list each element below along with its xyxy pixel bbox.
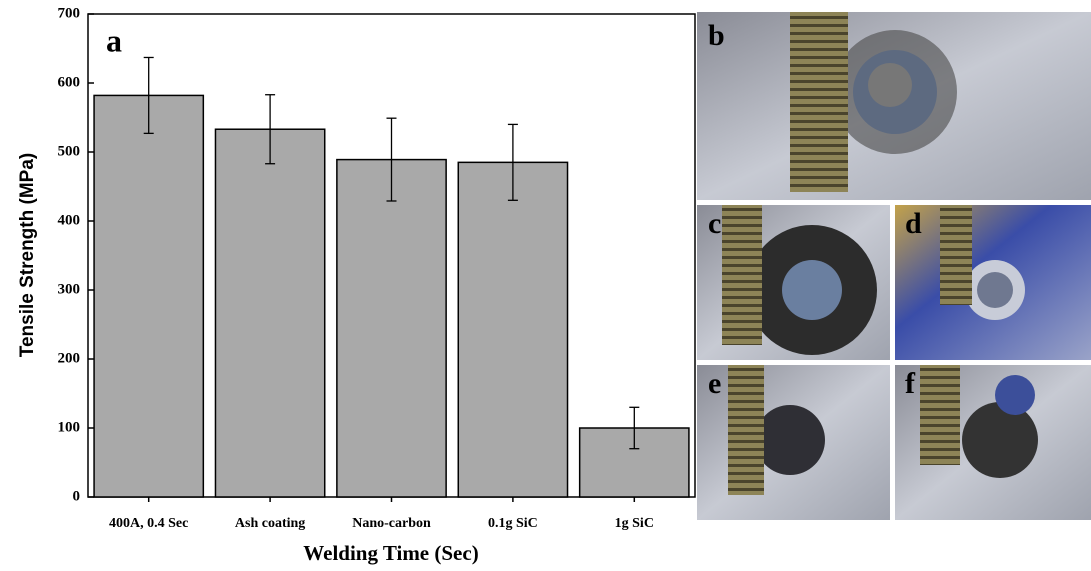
x-tick-label: 0.1g SiC <box>488 516 538 531</box>
y-tick-label: 600 <box>58 74 81 90</box>
photo-label: d <box>905 207 922 240</box>
bar <box>458 162 567 497</box>
x-tick-label: 1g SiC <box>615 516 654 531</box>
x-tick-label: Ash coating <box>235 516 305 531</box>
stud-thread <box>790 12 848 192</box>
photo-label: e <box>708 367 721 400</box>
bar <box>215 129 324 497</box>
stud <box>868 63 912 107</box>
y-tick-label: 300 <box>58 281 81 297</box>
x-axis-label: Welding Time (Sec) <box>303 541 478 565</box>
photo-f <box>895 365 1091 520</box>
photo-label: b <box>708 19 725 52</box>
figure: Tensile Strength (MPa) Welding Time (Sec… <box>0 0 1091 571</box>
photo-d <box>895 205 1091 360</box>
y-tick-label: 200 <box>58 350 81 366</box>
x-tick-label: Nano-carbon <box>352 516 431 531</box>
y-tick-label: 100 <box>58 419 81 435</box>
photo-c <box>697 205 890 360</box>
y-tick-label: 700 <box>58 5 81 21</box>
photo-b <box>697 12 1091 200</box>
y-axis-label: Tensile Strength (MPa) <box>17 153 38 357</box>
bar <box>94 95 203 497</box>
bar <box>337 160 446 497</box>
y-tick-label: 400 <box>58 212 81 228</box>
panel-label: a <box>106 22 122 58</box>
photo-e <box>697 365 890 520</box>
y-tick-label: 500 <box>58 143 81 159</box>
photo-label: c <box>708 207 721 240</box>
y-tick-label: 0 <box>73 488 81 504</box>
x-tick-label: 400A, 0.4 Sec <box>109 516 188 531</box>
photo-label: f <box>905 367 916 400</box>
